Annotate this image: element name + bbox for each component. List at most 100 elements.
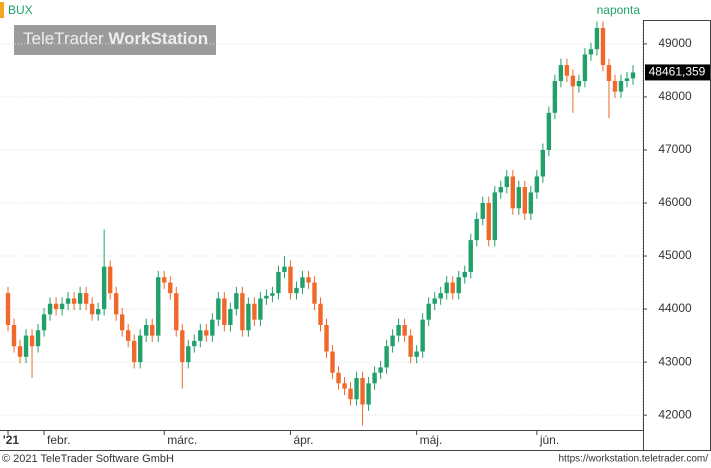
candle-body	[612, 80, 618, 92]
candle-body	[456, 277, 461, 294]
candle-body	[150, 324, 155, 336]
candle-body	[144, 324, 149, 336]
candle-body	[426, 303, 431, 320]
candle-body	[348, 388, 353, 400]
candle-body	[486, 202, 491, 241]
candle-body	[125, 330, 131, 341]
candle-body	[71, 298, 77, 304]
candle-body	[450, 282, 455, 294]
candle-body	[240, 293, 245, 331]
candle-body	[17, 346, 23, 357]
candle-body	[95, 309, 101, 315]
candle-body	[132, 340, 137, 363]
y-tick-label: 47000	[658, 142, 692, 156]
candle-body	[474, 218, 479, 241]
candle-body	[576, 80, 582, 87]
candle-body	[546, 112, 552, 150]
candle-body	[618, 80, 624, 92]
candle-body	[492, 192, 497, 241]
candle-body	[420, 319, 425, 352]
candle-body	[516, 187, 522, 209]
candle-body	[234, 293, 239, 310]
candle-body	[510, 176, 516, 209]
candle-body	[252, 303, 257, 320]
x-tick-label: jún.	[539, 433, 559, 447]
candle-body	[192, 340, 197, 347]
candle-body	[11, 324, 17, 347]
candle-body	[300, 277, 305, 288]
candle-body	[246, 303, 251, 331]
candle-body	[306, 277, 311, 283]
candle-body	[41, 314, 47, 331]
symbol-tab	[0, 2, 4, 18]
candle-body	[630, 72, 636, 79]
candle-body	[210, 319, 215, 336]
symbol: BUX	[8, 3, 33, 17]
candle-body	[119, 314, 125, 331]
candle-body	[414, 351, 419, 357]
candle-body	[204, 330, 209, 336]
logo: TeleTrader WorkStation	[23, 29, 208, 48]
candle-body	[168, 282, 173, 294]
candle-body	[216, 298, 221, 320]
candle-body	[588, 49, 594, 55]
candle-body	[600, 27, 606, 66]
candle-body	[570, 75, 576, 87]
x-tick-label: febr.	[47, 433, 70, 447]
candle-body	[174, 293, 179, 331]
candle-body	[432, 298, 437, 304]
candle-body	[594, 27, 600, 50]
candle-body	[23, 335, 29, 357]
candle-body	[354, 378, 359, 400]
candle-body	[288, 266, 293, 294]
x-tick-label: máj.	[420, 433, 443, 447]
candle-body	[59, 303, 65, 310]
y-tick-label: 44000	[658, 301, 692, 315]
y-tick-label: 45000	[658, 248, 692, 262]
candle-body	[228, 309, 233, 325]
candle-body	[324, 324, 329, 352]
candle-body	[264, 295, 269, 299]
y-tick-label: 48000	[658, 89, 692, 103]
candle-body	[77, 293, 83, 304]
candle-body	[360, 378, 365, 405]
candle-body	[396, 324, 401, 336]
last-price-label: 48461,359	[649, 65, 706, 79]
candle-body	[378, 367, 383, 373]
candle-body	[504, 176, 509, 188]
candle-body	[624, 78, 630, 81]
candle-body	[540, 149, 546, 177]
candle-body	[522, 187, 528, 214]
candle-body	[552, 80, 558, 113]
candle-body	[35, 330, 41, 347]
footer-left: © 2021 TeleTrader Software GmbH	[2, 453, 174, 465]
candle-body	[366, 383, 371, 405]
candle-body	[312, 282, 317, 304]
candle-body	[468, 240, 473, 272]
candle-body	[390, 335, 395, 347]
candle-body	[65, 298, 71, 304]
candle-body	[282, 266, 287, 272]
candle-body	[89, 303, 95, 315]
candle-body	[462, 271, 467, 278]
candle-body	[606, 65, 612, 81]
candle-body	[534, 176, 540, 193]
candle-body	[222, 298, 227, 325]
interval: naponta	[597, 3, 641, 17]
candle-body	[83, 293, 89, 304]
candle-body	[480, 202, 485, 219]
candle-body	[113, 293, 119, 315]
logo-product: WorkStation	[108, 29, 208, 48]
candle-body	[498, 187, 503, 193]
candle-body	[101, 266, 107, 310]
candle-body	[558, 65, 564, 81]
candle-body	[582, 54, 588, 81]
candle-body	[336, 372, 341, 384]
candle-body	[162, 277, 167, 283]
candle-body	[5, 293, 11, 325]
x-tick-label: ápr.	[293, 433, 313, 447]
candle-body	[564, 65, 570, 76]
candle-body	[270, 293, 275, 296]
